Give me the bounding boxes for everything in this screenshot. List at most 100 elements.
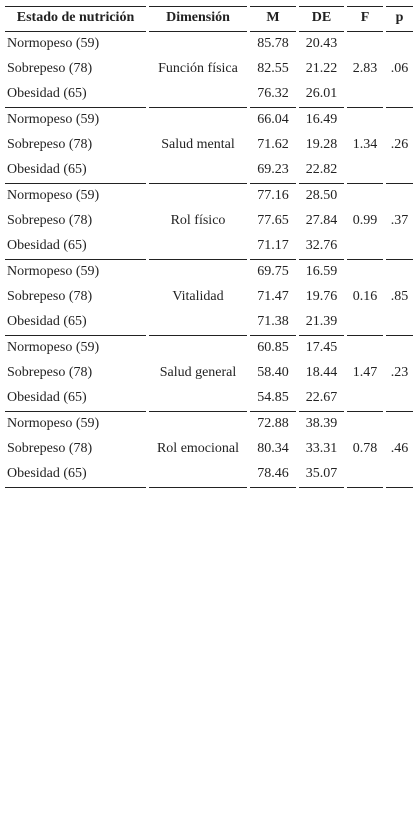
std-dev: 20.43 (305, 36, 338, 51)
nutrition-status: Normopeso (59) (7, 264, 100, 279)
std-dev: 33.31 (305, 441, 338, 456)
rule (149, 411, 247, 412)
f-value: 0.78 (352, 441, 378, 456)
column-header: Estado de nutrición (16, 10, 135, 25)
dimension: Función física (158, 61, 238, 76)
rule (250, 31, 296, 32)
mean: 66.04 (257, 112, 289, 127)
column-header: F (360, 10, 370, 25)
nutrition-status: Sobrepeso (78) (7, 137, 93, 152)
std-dev: 26.01 (305, 86, 338, 101)
nutrition-status: Obesidad (65) (7, 238, 87, 253)
rule (347, 183, 383, 184)
rule (386, 487, 413, 488)
nutrition-status: Sobrepeso (78) (7, 61, 93, 76)
rule (149, 107, 247, 108)
mean: 54.85 (257, 390, 289, 405)
mean: 72.88 (257, 416, 289, 431)
std-dev: 19.76 (305, 289, 338, 304)
rule (347, 259, 383, 260)
rule (149, 183, 247, 184)
std-dev: 21.39 (305, 314, 338, 329)
mean: 78.46 (257, 466, 289, 481)
dimension: Vitalidad (172, 289, 224, 304)
column-header: Dimensión (166, 10, 230, 25)
rule (149, 335, 247, 336)
rule (299, 335, 344, 336)
rule (250, 6, 296, 7)
rule (5, 487, 146, 488)
f-value: 1.34 (352, 137, 378, 152)
nutrition-status: Normopeso (59) (7, 188, 100, 203)
rule (149, 6, 247, 7)
nutrition-status: Obesidad (65) (7, 314, 87, 329)
nutrition-status: Sobrepeso (78) (7, 441, 93, 456)
mean: 71.47 (257, 289, 289, 304)
rule (347, 335, 383, 336)
nutrition-status: Obesidad (65) (7, 466, 87, 481)
rule (299, 411, 344, 412)
rule (299, 183, 344, 184)
dimension: Rol físico (170, 213, 226, 228)
nutrition-status: Sobrepeso (78) (7, 213, 93, 228)
rule (250, 183, 296, 184)
rule (5, 335, 146, 336)
rule (347, 107, 383, 108)
dimension: Salud general (159, 365, 237, 380)
mean: 69.23 (257, 162, 289, 177)
p-value: .85 (390, 289, 409, 304)
rule (250, 259, 296, 260)
mean: 69.75 (257, 264, 289, 279)
std-dev: 35.07 (305, 466, 338, 481)
f-value: 2.83 (352, 61, 378, 76)
std-dev: 21.22 (305, 61, 338, 76)
std-dev: 16.59 (305, 264, 338, 279)
rule (386, 335, 413, 336)
mean: 85.78 (257, 36, 289, 51)
p-value: .23 (390, 365, 409, 380)
std-dev: 38.39 (305, 416, 338, 431)
rule (5, 31, 146, 32)
mean: 82.55 (257, 61, 289, 76)
nutrition-status: Obesidad (65) (7, 86, 87, 101)
dimension: Salud mental (161, 137, 235, 152)
rule (250, 411, 296, 412)
rule (299, 6, 344, 7)
rule (5, 183, 146, 184)
nutrition-status: Obesidad (65) (7, 162, 87, 177)
std-dev: 27.84 (305, 213, 338, 228)
f-value: 1.47 (352, 365, 378, 380)
rule (299, 31, 344, 32)
nutrition-status: Normopeso (59) (7, 112, 100, 127)
rule (386, 183, 413, 184)
column-header: DE (311, 10, 332, 25)
nutrition-status: Normopeso (59) (7, 36, 100, 51)
rule (149, 259, 247, 260)
nutrition-status: Sobrepeso (78) (7, 289, 93, 304)
mean: 71.62 (257, 137, 289, 152)
rule (299, 259, 344, 260)
rule (386, 259, 413, 260)
nutrition-status: Obesidad (65) (7, 390, 87, 405)
mean: 71.38 (257, 314, 289, 329)
std-dev: 22.67 (305, 390, 338, 405)
nutrition-status: Normopeso (59) (7, 340, 100, 355)
std-dev: 16.49 (305, 112, 338, 127)
rule (250, 487, 296, 488)
nutrition-status: Normopeso (59) (7, 416, 100, 431)
p-value: .37 (390, 213, 409, 228)
column-header: p (395, 10, 404, 25)
mean: 71.17 (257, 238, 289, 253)
rule (347, 411, 383, 412)
rule (386, 107, 413, 108)
rule (347, 6, 383, 7)
p-value: .06 (390, 61, 409, 76)
rule (250, 107, 296, 108)
column-header: M (266, 10, 280, 25)
rule (5, 411, 146, 412)
mean: 77.16 (257, 188, 289, 203)
f-value: 0.99 (352, 213, 378, 228)
rule (5, 107, 146, 108)
rule (250, 335, 296, 336)
